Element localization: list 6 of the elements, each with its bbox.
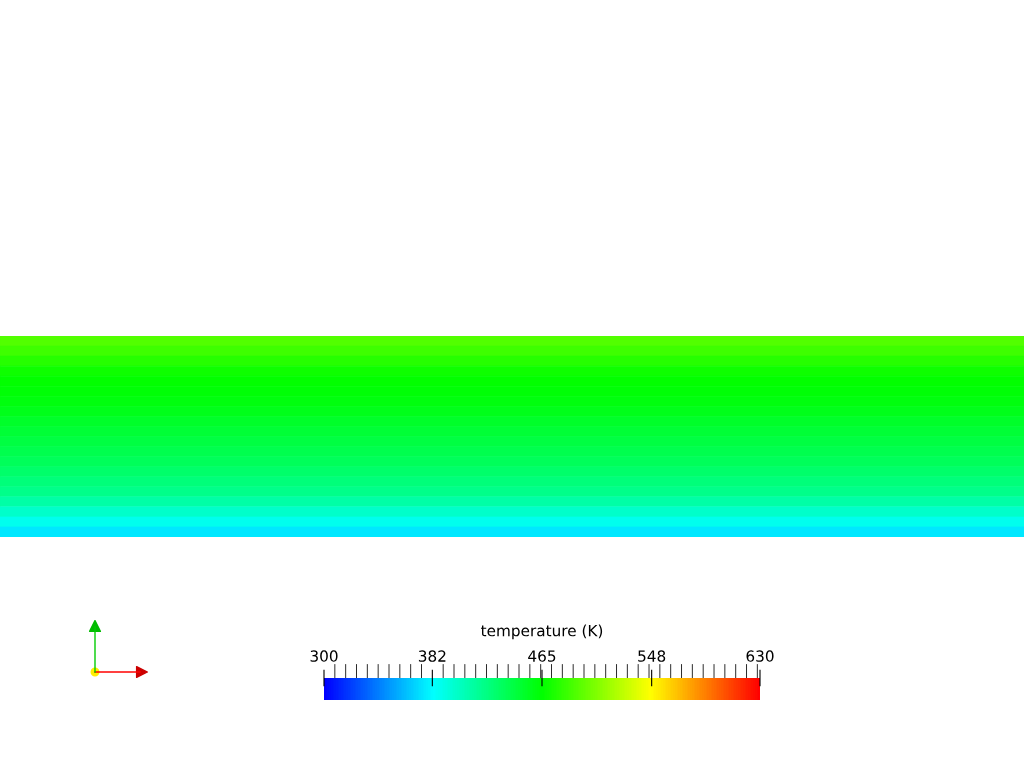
color-bar-label: 382 [418, 650, 446, 662]
color-bar-label: 465 [528, 650, 556, 662]
color-bar-label: 630 [746, 650, 774, 662]
color-bar-label: 548 [638, 650, 666, 662]
color-bar-label: 300 [310, 650, 338, 662]
color-bar-title: temperature (K) [481, 624, 603, 640]
